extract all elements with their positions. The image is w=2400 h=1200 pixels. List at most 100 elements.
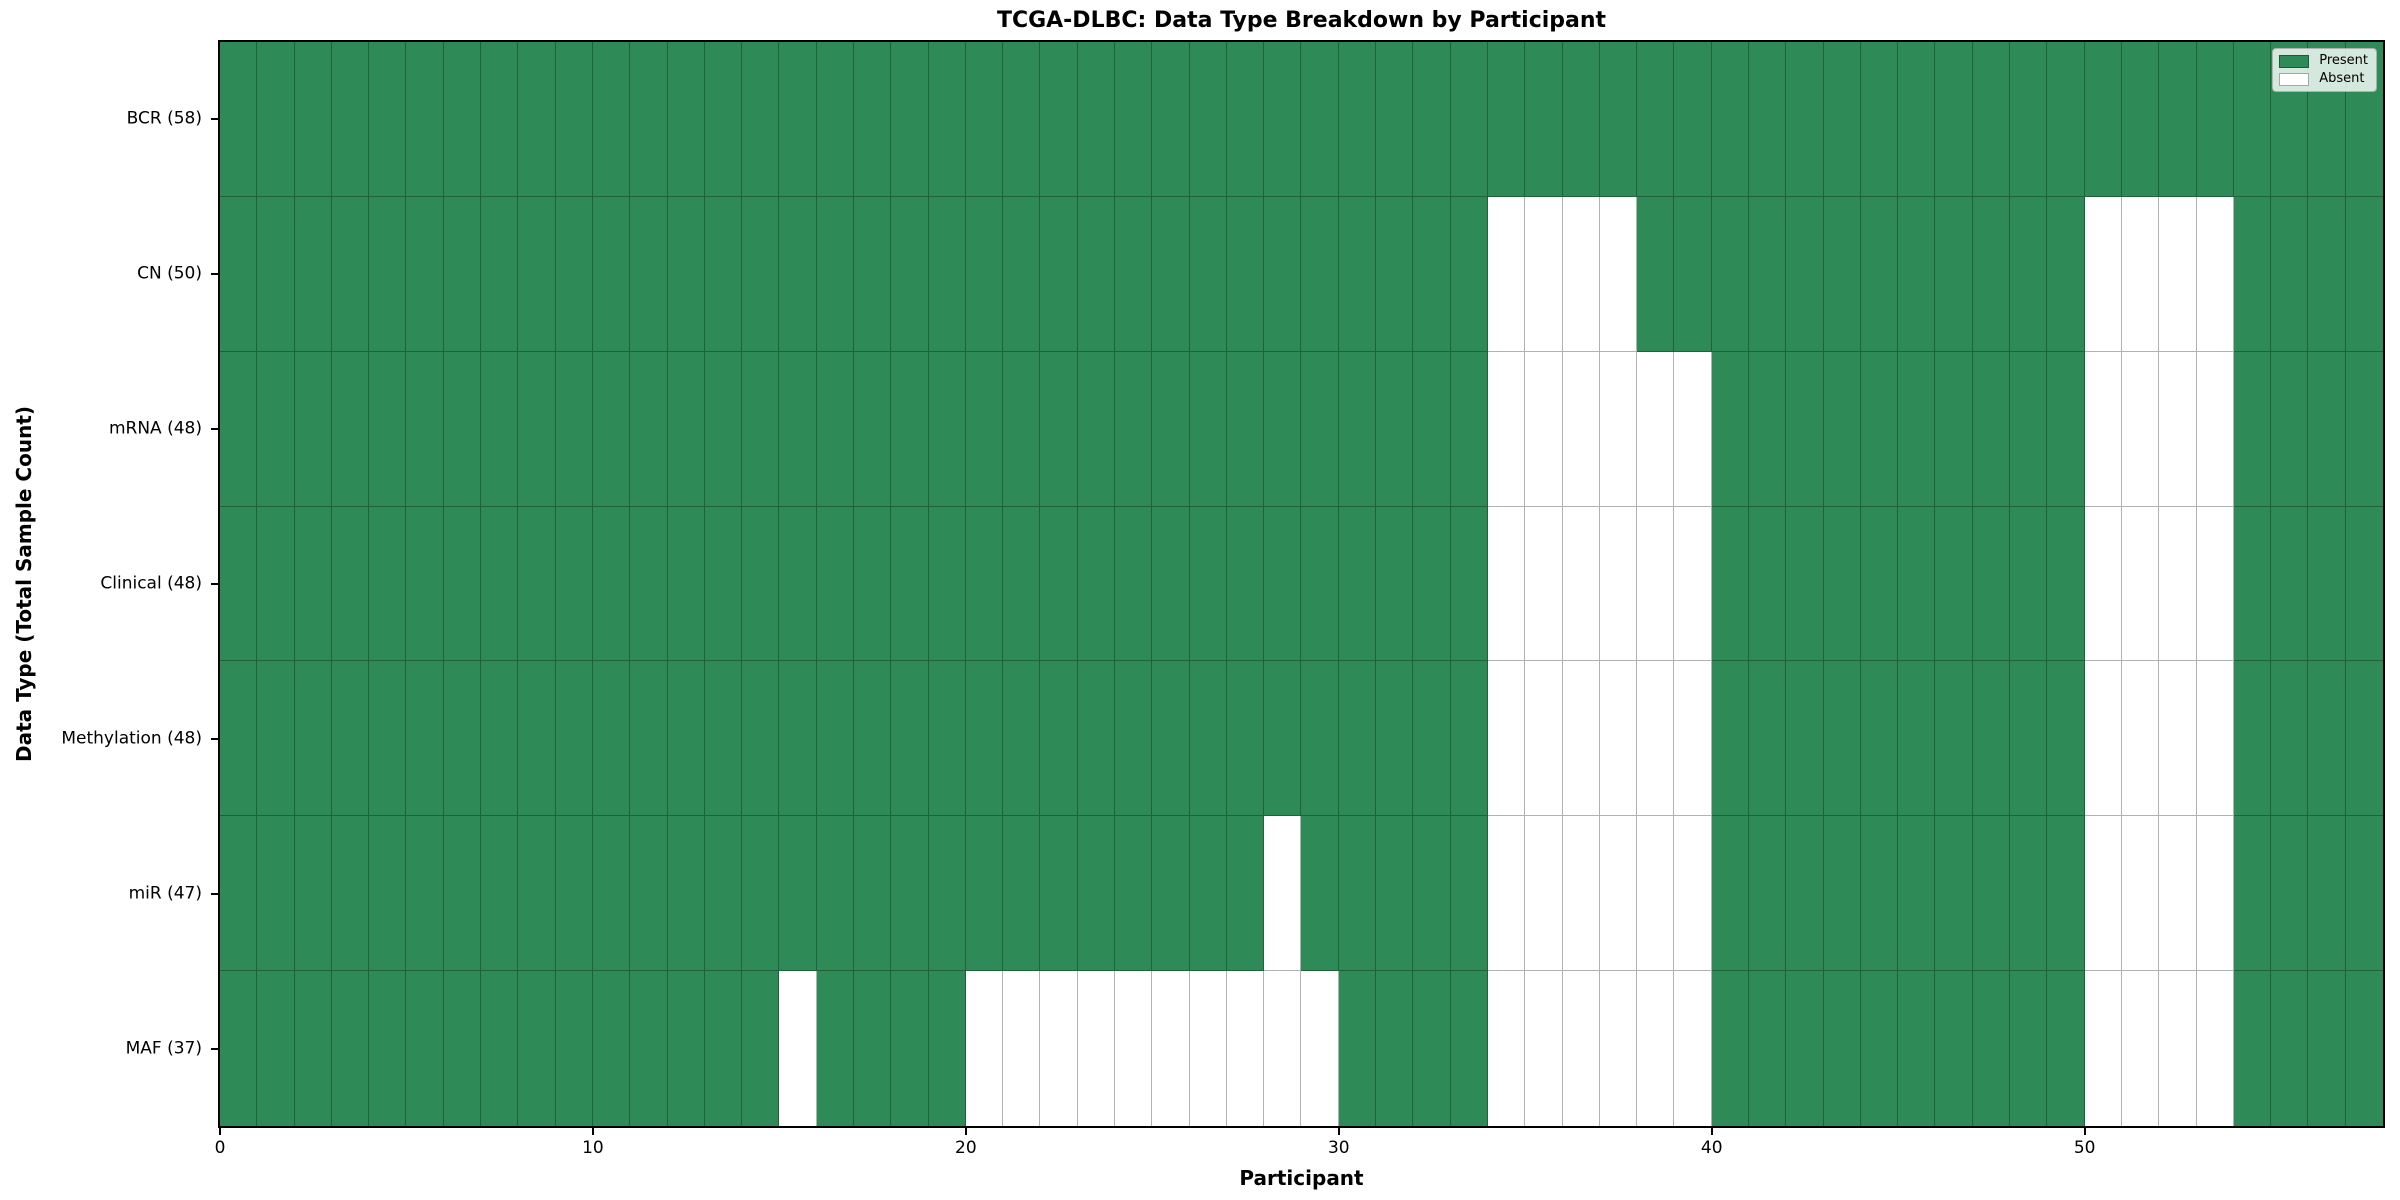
heatmap-cell bbox=[1823, 196, 1861, 352]
heatmap-cell bbox=[1077, 661, 1116, 817]
heatmap-cell bbox=[1003, 196, 1041, 352]
heatmap-cell bbox=[1450, 42, 1488, 197]
heatmap-cell bbox=[2345, 196, 2383, 352]
heatmap-cell bbox=[1711, 971, 1750, 1126]
heatmap-cell bbox=[406, 816, 444, 972]
heatmap-cell bbox=[1599, 506, 1638, 662]
heatmap-cell bbox=[1264, 506, 1302, 662]
heatmap-cell bbox=[331, 661, 370, 817]
heatmap-cell bbox=[1749, 816, 1787, 972]
heatmap-cell bbox=[443, 971, 482, 1126]
heatmap-cell bbox=[1749, 42, 1787, 197]
heatmap-cell bbox=[1935, 42, 1973, 197]
heatmap-cell bbox=[555, 506, 593, 662]
heatmap-cell bbox=[1525, 196, 1563, 352]
heatmap-cell bbox=[816, 661, 854, 817]
heatmap-cell bbox=[779, 351, 817, 507]
heatmap-cell bbox=[1898, 971, 1936, 1126]
heatmap-cell bbox=[1898, 506, 1936, 662]
heatmap-cell bbox=[406, 661, 444, 817]
heatmap-cell bbox=[1935, 351, 1973, 507]
heatmap-cell bbox=[220, 196, 258, 352]
heatmap-cell bbox=[1264, 971, 1302, 1126]
y-tick-label-BCR: BCR (58) bbox=[126, 108, 202, 129]
heatmap-cell bbox=[2159, 351, 2197, 507]
legend-item-present: Present bbox=[2279, 54, 2368, 68]
x-tick-label: 0 bbox=[214, 1138, 226, 1158]
heatmap-cell bbox=[1898, 816, 1936, 972]
heatmap-cell bbox=[518, 661, 556, 817]
heatmap-cell bbox=[2233, 816, 2272, 972]
legend-label-absent: Absent bbox=[2319, 71, 2365, 86]
heatmap-cell bbox=[1749, 506, 1787, 662]
heatmap-cell bbox=[1935, 506, 1973, 662]
heatmap-cell bbox=[2308, 196, 2346, 352]
heatmap-cell bbox=[1152, 42, 1190, 197]
heatmap-cell bbox=[1972, 971, 2011, 1126]
heatmap-cell bbox=[1599, 196, 1638, 352]
heatmap-cell bbox=[1860, 816, 1899, 972]
heatmap-cell bbox=[1823, 351, 1861, 507]
heatmap-cell bbox=[1040, 351, 1078, 507]
heatmap-cell bbox=[853, 971, 892, 1126]
heatmap-cell bbox=[1264, 42, 1302, 197]
heatmap-cell bbox=[220, 661, 258, 817]
heatmap-cell bbox=[667, 971, 705, 1126]
heatmap-cell bbox=[1301, 661, 1339, 817]
heatmap-cell bbox=[1301, 506, 1339, 662]
heatmap-cell bbox=[2159, 661, 2197, 817]
legend: Present Absent bbox=[2272, 48, 2377, 92]
heatmap-cell bbox=[1786, 42, 1824, 197]
heatmap-cell bbox=[2121, 816, 2160, 972]
heatmap-cell bbox=[1898, 351, 1936, 507]
heatmap-cell bbox=[1077, 816, 1116, 972]
heatmap-cell bbox=[518, 42, 556, 197]
heatmap-cell bbox=[369, 506, 407, 662]
heatmap-cell bbox=[1860, 971, 1899, 1126]
heatmap-cell bbox=[2047, 42, 2085, 197]
heatmap-cell bbox=[2159, 971, 2197, 1126]
heatmap-cell bbox=[1823, 42, 1861, 197]
heatmap-row-BCR bbox=[220, 42, 2383, 197]
heatmap-cell bbox=[331, 816, 370, 972]
heatmap-cell bbox=[294, 196, 332, 352]
heatmap-cell bbox=[592, 506, 631, 662]
heatmap-cell bbox=[555, 196, 593, 352]
heatmap-cell bbox=[1264, 661, 1302, 817]
heatmap-cell bbox=[1898, 42, 1936, 197]
heatmap-cell bbox=[1487, 661, 1526, 817]
heatmap-cell bbox=[1749, 196, 1787, 352]
heatmap-cell bbox=[2271, 506, 2309, 662]
heatmap-cell bbox=[1749, 661, 1787, 817]
heatmap-cell bbox=[481, 42, 519, 197]
heatmap-cell bbox=[1189, 971, 1227, 1126]
heatmap-cell bbox=[1003, 351, 1041, 507]
heatmap-cell bbox=[2047, 661, 2085, 817]
heatmap-cell bbox=[1115, 42, 1153, 197]
heatmap-cell bbox=[1786, 506, 1824, 662]
heatmap-cell bbox=[630, 42, 668, 197]
absent-swatch-icon bbox=[2279, 72, 2310, 86]
heatmap-cell bbox=[2084, 971, 2122, 1126]
heatmap-cell bbox=[1077, 971, 1116, 1126]
heatmap-cell bbox=[257, 196, 295, 352]
heatmap-cell bbox=[742, 351, 780, 507]
heatmap-cell bbox=[965, 971, 1004, 1126]
heatmap-cell bbox=[1115, 351, 1153, 507]
heatmap-cell bbox=[481, 196, 519, 352]
heatmap-cell bbox=[592, 971, 631, 1126]
heatmap-cell bbox=[2233, 661, 2272, 817]
heatmap-cell bbox=[443, 661, 482, 817]
heatmap-cell bbox=[1935, 196, 1973, 352]
legend-item-absent: Absent bbox=[2279, 72, 2368, 86]
heatmap-cell bbox=[1487, 971, 1526, 1126]
heatmap-cell bbox=[2271, 971, 2309, 1126]
heatmap-cell bbox=[1338, 42, 1377, 197]
heatmap-cell bbox=[1525, 661, 1563, 817]
heatmap-cell bbox=[1003, 816, 1041, 972]
heatmap-cell bbox=[704, 351, 743, 507]
heatmap-cell bbox=[2084, 506, 2122, 662]
heatmap-cell bbox=[481, 351, 519, 507]
heatmap-cell bbox=[1823, 971, 1861, 1126]
